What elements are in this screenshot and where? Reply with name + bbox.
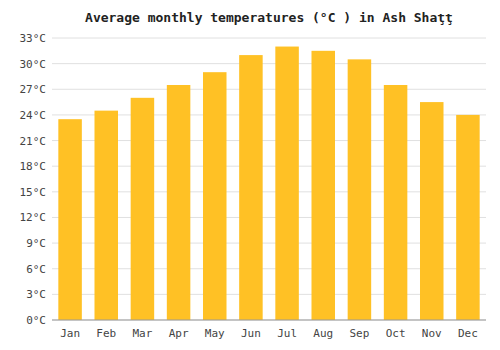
x-tick-label: Jun — [241, 327, 261, 340]
x-axis: Jan Feb Mar Apr May Jun Jul Aug Sep Oct Nov Dec — [60, 327, 478, 340]
x-tick-label: Apr — [169, 327, 189, 340]
chart-title: Average monthly temperatures (°C ) in As… — [85, 10, 453, 25]
bar — [456, 115, 480, 320]
bar — [239, 55, 263, 320]
bar — [94, 111, 118, 320]
x-tick-label: May — [205, 327, 225, 340]
bar — [203, 72, 227, 320]
bar — [131, 98, 155, 320]
bar — [167, 85, 191, 320]
y-tick-label: 15°C — [20, 186, 47, 199]
y-tick-label: 21°C — [20, 135, 47, 148]
y-tick-label: 9°C — [26, 237, 46, 250]
bar — [420, 102, 444, 320]
grid-line — [52, 63, 486, 64]
x-tick-label: Feb — [96, 327, 116, 340]
y-tick-label: 6°C — [26, 263, 46, 276]
bar — [311, 51, 335, 320]
x-tick-label: Nov — [422, 327, 442, 340]
bar — [58, 119, 82, 320]
x-tick-label: Oct — [386, 327, 406, 340]
bar — [348, 59, 372, 320]
y-tick-label: 27°C — [20, 83, 47, 96]
grid-line — [52, 38, 486, 39]
grid-line — [52, 89, 486, 90]
y-tick-label: 24°C — [20, 109, 47, 122]
chart-container: Average monthly temperatures (°C ) in As… — [0, 0, 500, 350]
bar — [275, 47, 299, 320]
x-axis-line — [52, 320, 486, 321]
y-tick-label: 3°C — [26, 288, 46, 301]
y-axis: 0°C 3°C 6°C 9°C 12°C 15°C 18°C 21°C 24°C 27°C 30°C… — [20, 32, 487, 327]
chart: Average monthly temperatures (°C ) in As… — [0, 0, 500, 350]
bar — [384, 85, 408, 320]
y-tick-label: 18°C — [20, 160, 47, 173]
y-tick-label: 0°C — [26, 314, 46, 327]
y-tick-label: 33°C — [20, 32, 47, 45]
y-tick-label: 12°C — [20, 211, 47, 224]
x-tick-label: Jan — [60, 327, 80, 340]
bars — [58, 47, 479, 320]
x-tick-label: Dec — [458, 327, 478, 340]
x-tick-label: Aug — [313, 327, 333, 340]
x-tick-label: Jul — [277, 327, 297, 340]
grid-line — [52, 320, 486, 321]
x-tick-label: Mar — [132, 327, 152, 340]
y-tick-label: 30°C — [20, 58, 47, 71]
x-tick-label: Sep — [349, 327, 369, 340]
